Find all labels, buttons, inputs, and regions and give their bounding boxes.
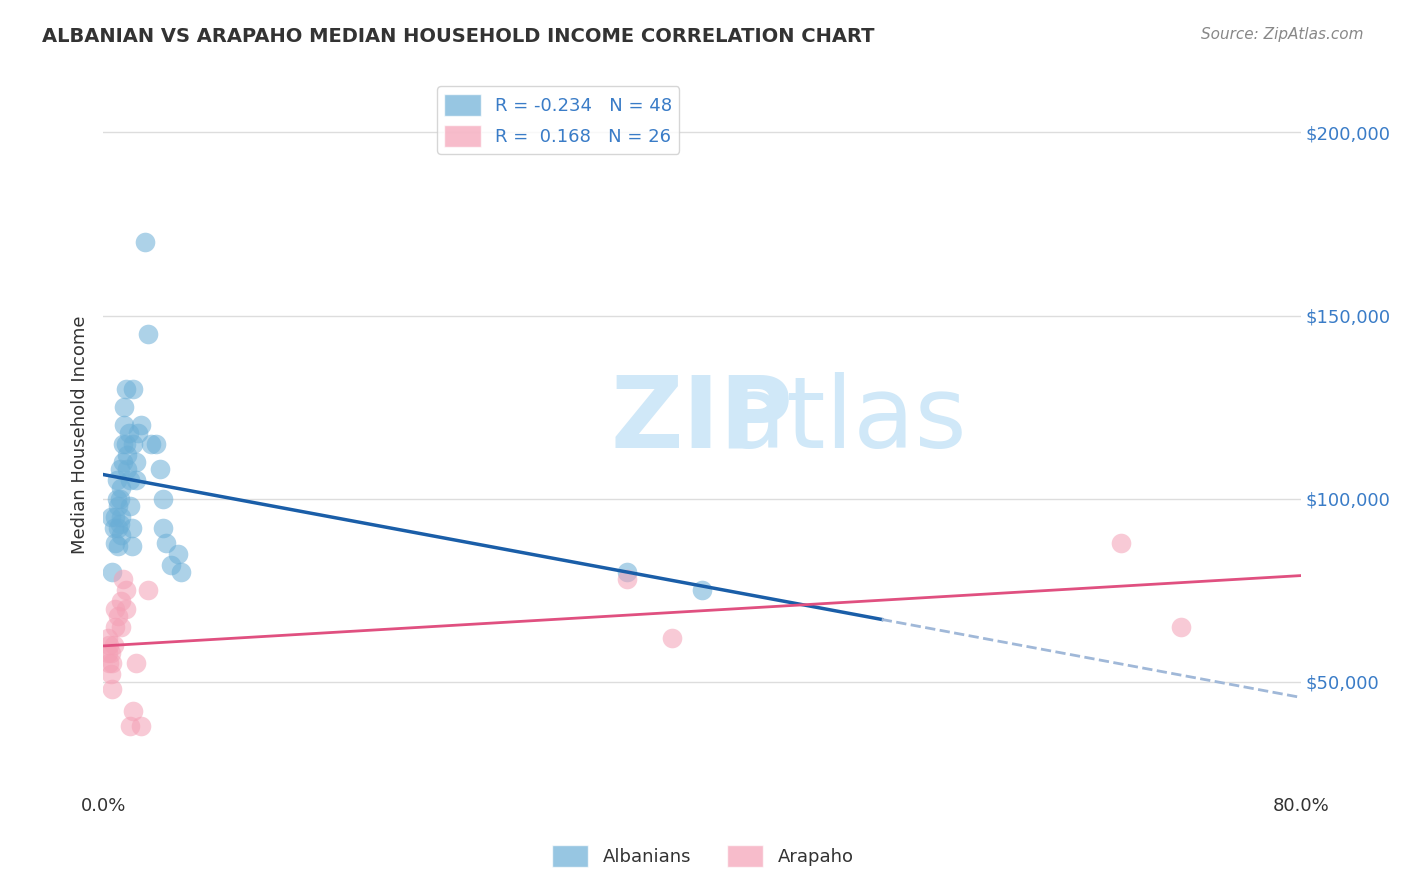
Text: atlas: atlas: [725, 372, 967, 469]
Point: [101, 682, 124, 697]
Point: [104, 510, 127, 524]
Point: [127, 425, 149, 440]
Point: [125, 474, 148, 488]
Point: [111, 455, 134, 469]
Point: [121, 539, 143, 553]
Point: [136, 326, 159, 341]
Point: [104, 601, 127, 615]
Legend: Albanians, Arapaho: Albanians, Arapaho: [546, 838, 860, 874]
Point: [115, 462, 138, 476]
Point: [107, 499, 129, 513]
Point: [152, 491, 174, 506]
Point: [110, 528, 132, 542]
Point: [139, 436, 162, 450]
Point: [101, 565, 124, 579]
Point: [108, 517, 131, 532]
Point: [122, 704, 145, 718]
Point: [97, 631, 120, 645]
Point: [103, 638, 125, 652]
Point: [149, 462, 172, 476]
Point: [104, 620, 127, 634]
Point: [120, 499, 142, 513]
Point: [110, 594, 132, 608]
Point: [690, 583, 713, 598]
Point: [134, 235, 156, 250]
Point: [110, 481, 132, 495]
Point: [125, 455, 148, 469]
Point: [1111, 535, 1133, 549]
Point: [107, 521, 129, 535]
Point: [111, 572, 134, 586]
Point: [117, 425, 139, 440]
Point: [97, 646, 120, 660]
Point: [120, 719, 142, 733]
Point: [105, 474, 128, 488]
Point: [114, 436, 136, 450]
Point: [121, 521, 143, 535]
Point: [100, 646, 122, 660]
Point: [101, 657, 124, 671]
Y-axis label: Median Household Income: Median Household Income: [72, 315, 89, 554]
Point: [108, 462, 131, 476]
Point: [115, 448, 138, 462]
Point: [129, 418, 152, 433]
Point: [100, 667, 122, 681]
Point: [108, 491, 131, 506]
Point: [104, 535, 127, 549]
Point: [125, 657, 148, 671]
Point: [114, 583, 136, 598]
Point: [1170, 620, 1192, 634]
Point: [152, 521, 174, 535]
Point: [159, 558, 181, 572]
Point: [111, 436, 134, 450]
Point: [136, 583, 159, 598]
Point: [120, 474, 142, 488]
Point: [105, 491, 128, 506]
Point: [122, 382, 145, 396]
Point: [112, 400, 135, 414]
Point: [110, 510, 132, 524]
Legend: R = -0.234   N = 48, R =  0.168   N = 26: R = -0.234 N = 48, R = 0.168 N = 26: [437, 87, 679, 154]
Point: [616, 565, 638, 579]
Point: [167, 547, 190, 561]
Point: [129, 719, 152, 733]
Point: [100, 510, 122, 524]
Point: [107, 539, 129, 553]
Text: ZIP: ZIP: [610, 372, 793, 469]
Point: [616, 572, 638, 586]
Text: ALBANIAN VS ARAPAHO MEDIAN HOUSEHOLD INCOME CORRELATION CHART: ALBANIAN VS ARAPAHO MEDIAN HOUSEHOLD INC…: [42, 27, 875, 45]
Point: [145, 436, 167, 450]
Point: [661, 631, 683, 645]
Point: [103, 521, 125, 535]
Point: [114, 382, 136, 396]
Point: [112, 418, 135, 433]
Point: [170, 565, 193, 579]
Point: [155, 535, 177, 549]
Point: [98, 638, 121, 652]
Point: [114, 601, 136, 615]
Text: Source: ZipAtlas.com: Source: ZipAtlas.com: [1201, 27, 1364, 42]
Point: [110, 620, 132, 634]
Point: [122, 436, 145, 450]
Point: [107, 608, 129, 623]
Point: [98, 657, 121, 671]
